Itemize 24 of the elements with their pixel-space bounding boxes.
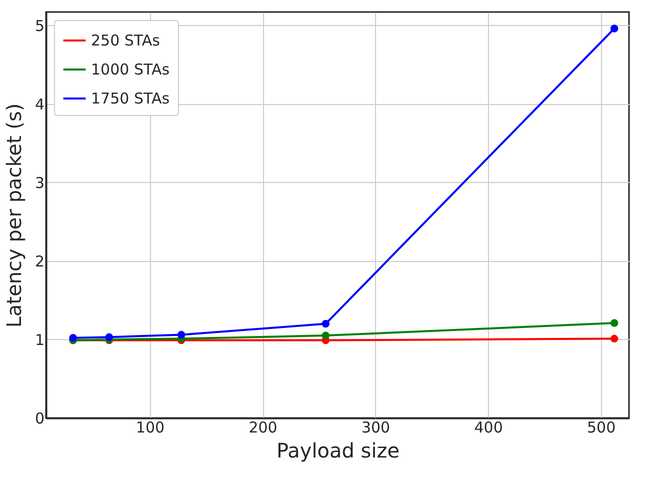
point xyxy=(177,330,186,339)
legend-label: 1750 STAs xyxy=(91,90,170,108)
y-tick-label: 0 xyxy=(34,410,44,428)
point xyxy=(322,332,330,340)
y-tick-label: 5 xyxy=(34,16,44,35)
point xyxy=(610,334,618,343)
x-tick-label: 100 xyxy=(136,418,165,436)
x-tick-label: 300 xyxy=(361,418,390,436)
point xyxy=(69,334,77,342)
y-tick-label: 2 xyxy=(34,252,44,270)
y-axis-title: Latency per packet (s) xyxy=(2,103,26,328)
x-tick-label: 400 xyxy=(474,418,503,436)
x-tick-label: 500 xyxy=(586,418,616,436)
y-tick-label: 1 xyxy=(34,330,44,349)
point xyxy=(105,333,114,341)
x-axis-title: Payload size xyxy=(276,438,400,462)
point xyxy=(610,319,618,327)
y-tick-label: 3 xyxy=(34,174,44,192)
point xyxy=(610,24,618,32)
x-tick-label: 200 xyxy=(248,418,278,436)
point xyxy=(322,320,330,328)
y-tick-label: 4 xyxy=(34,95,44,114)
legend-label: 250 STAs xyxy=(91,32,160,50)
legend-label: 1000 STAs xyxy=(91,60,170,78)
